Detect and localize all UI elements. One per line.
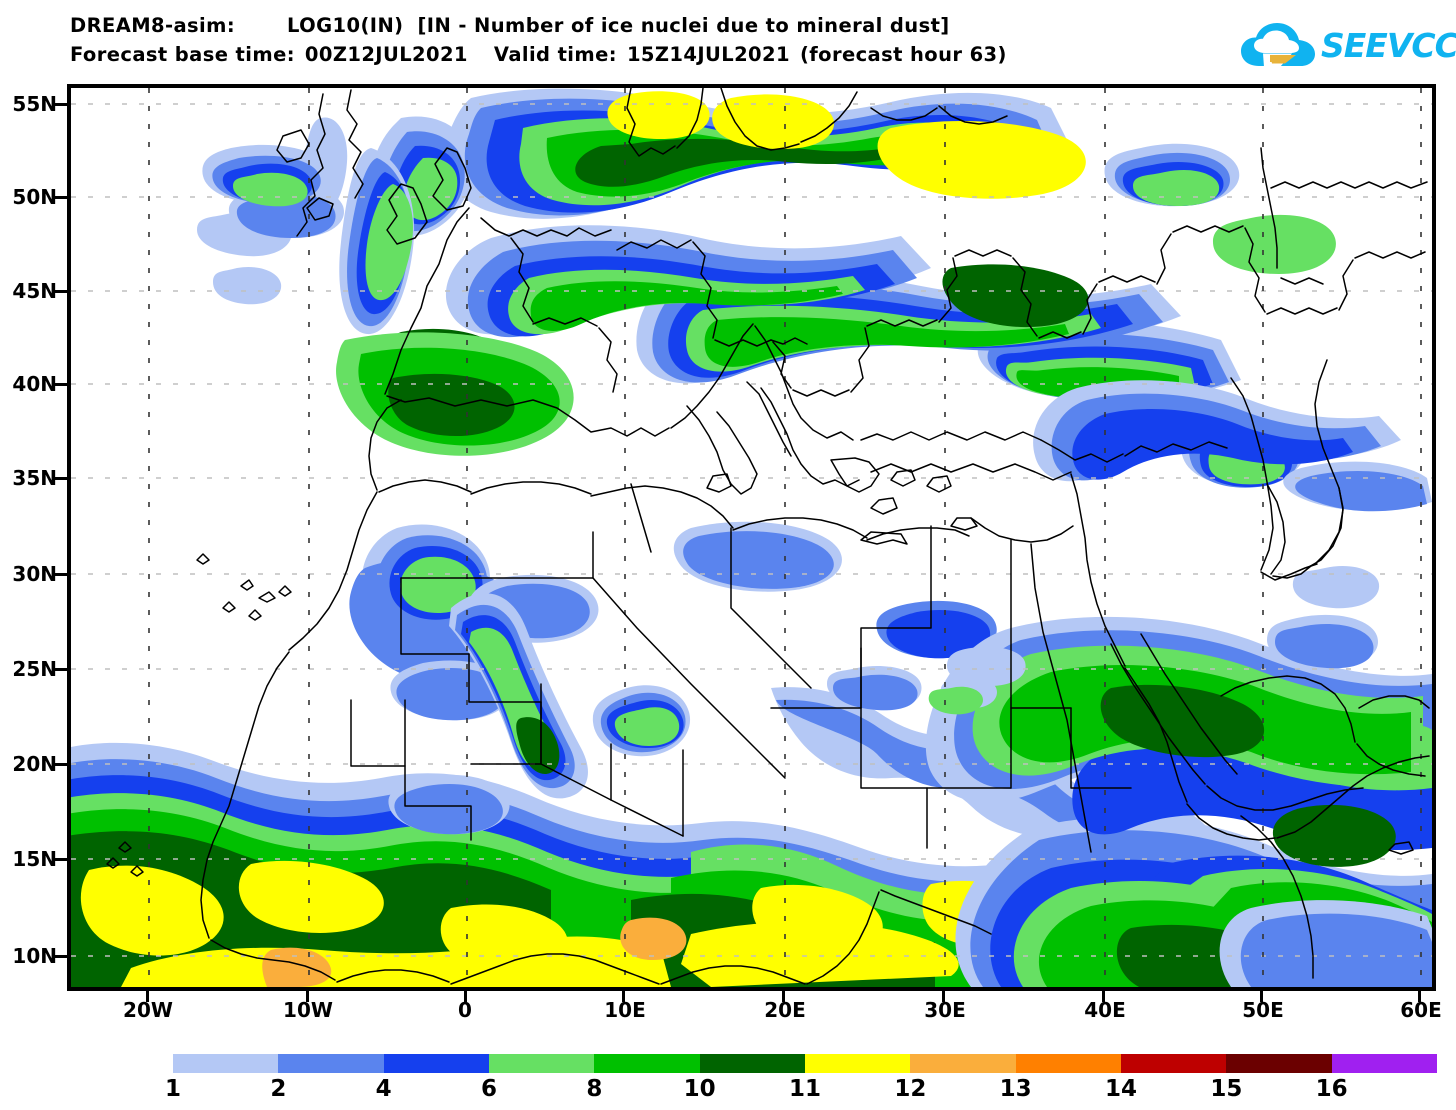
lat-label-45n: 45N [12, 279, 57, 303]
gridlines [71, 103, 1432, 957]
valid-time-label: Valid time: [493, 43, 617, 66]
lon-label-0: 0 [458, 998, 472, 1022]
colorbar-label-13: 13 [999, 1076, 1032, 1102]
map-canvas [71, 88, 1432, 987]
model-name: DREAM8-asim: [70, 14, 236, 37]
lon-label-40e: 40E [1084, 998, 1126, 1022]
lat-label-40n: 40N [12, 372, 57, 396]
base-time-label: Forecast base time: [70, 43, 295, 66]
colorbar-label-8: 8 [586, 1076, 603, 1102]
colorbar-label-1: 1 [164, 1076, 181, 1102]
lat-label-25n: 25N [12, 657, 57, 681]
header-title-line: DREAM8-asim: LOG10(IN) [IN - Number of ice… [70, 14, 950, 37]
colorbar-label-11: 11 [788, 1076, 821, 1102]
colorbar-segment-6 [699, 1054, 805, 1073]
variable-description: [IN - Number of ice nuclei due to minera… [417, 14, 950, 37]
colorbar-label-14: 14 [1104, 1076, 1137, 1102]
colorbar-segment-12 [1331, 1054, 1437, 1073]
forecast-hour: (forecast hour 63) [799, 43, 1007, 66]
lon-label-20e: 20E [764, 998, 806, 1022]
colorbar-segment-5 [594, 1054, 700, 1073]
colorbar-segment-8 [910, 1054, 1016, 1073]
lat-label-55n: 55N [12, 92, 57, 116]
lat-label-35n: 35N [12, 466, 57, 490]
colorbar-legend: 1 2 4 6 8 10 11 12 13 14 15 16 [0, 1054, 1456, 1110]
colorbar-label-2: 2 [270, 1076, 287, 1102]
map-plot-area [67, 84, 1436, 991]
lat-label-15n: 15N [12, 847, 57, 871]
colorbar-label-10: 10 [683, 1076, 716, 1102]
base-time-value: 00Z12JUL2021 [304, 43, 468, 66]
logo-text: SEEVCCC [1321, 26, 1456, 65]
lon-label-10w: 10W [283, 998, 333, 1022]
lat-label-10n: 10N [12, 944, 57, 968]
lat-label-50n: 50N [12, 185, 57, 209]
header-time-line: Forecast base time: 00Z12JUL2021 Valid tim… [70, 43, 1007, 66]
colorbar-label-16: 16 [1315, 1076, 1348, 1102]
colorbar-segment-10 [1120, 1054, 1227, 1073]
colorbar-label-4: 4 [375, 1076, 392, 1102]
contour-fields [71, 88, 1432, 987]
colorbar-segment-3 [383, 1054, 489, 1073]
colorbar-segment-4 [488, 1054, 595, 1073]
lon-label-10e: 10E [604, 998, 646, 1022]
lat-label-20n: 20N [12, 752, 57, 776]
colorbar-label-12: 12 [894, 1076, 927, 1102]
colorbar-segment-9 [1015, 1054, 1121, 1073]
lat-label-30n: 30N [12, 562, 57, 586]
colorbar-label-6: 6 [480, 1076, 497, 1102]
variable-name: LOG10(IN) [287, 14, 404, 37]
colorbar-segment-7 [804, 1054, 911, 1073]
colorbar-segment-11 [1226, 1054, 1332, 1073]
cloud-arrow-icon [1241, 23, 1315, 67]
colorbar-strip [173, 1054, 1437, 1073]
lon-label-60e: 60E [1400, 998, 1442, 1022]
lon-label-20w: 20W [123, 998, 173, 1022]
seevccc-logo: SEEVCCC [1239, 20, 1456, 72]
valid-time-value: 15Z14JUL2021 [626, 43, 790, 66]
lon-label-50e: 50E [1242, 998, 1284, 1022]
coastlines-and-borders [106, 88, 1430, 985]
colorbar-segment-2 [278, 1054, 384, 1073]
chart-header: DREAM8-asim: LOG10(IN) [IN - Number of ice… [0, 0, 1456, 84]
lon-label-30e: 30E [924, 998, 966, 1022]
colorbar-label-15: 15 [1210, 1076, 1243, 1102]
colorbar-segment-1 [173, 1054, 279, 1073]
